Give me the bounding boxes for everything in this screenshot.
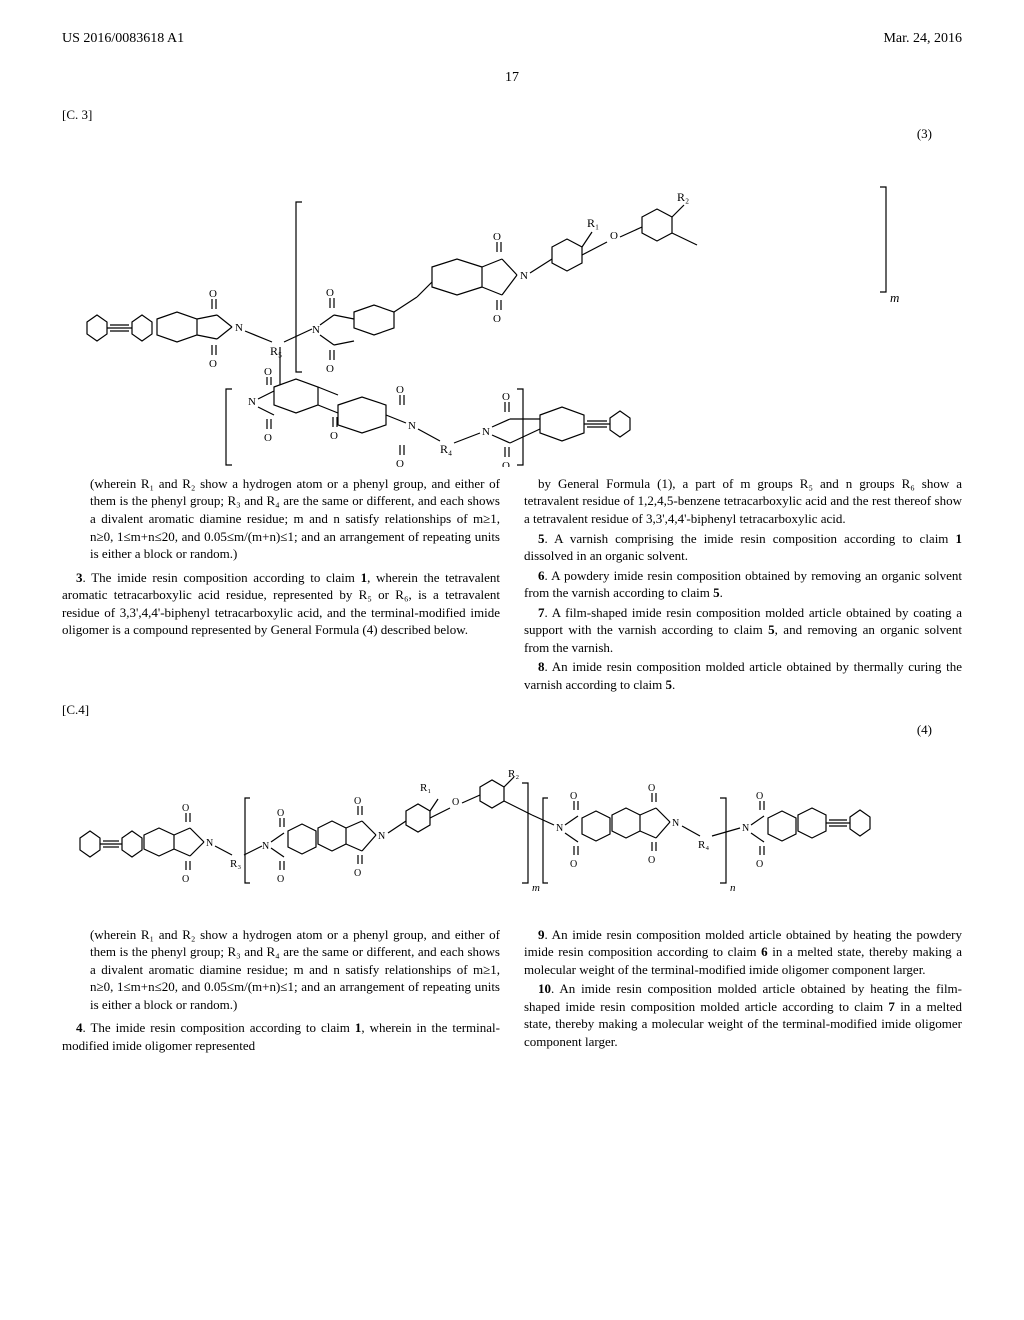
claim-10: 10. An imide resin composition molded ar… xyxy=(524,980,962,1050)
claim-7: 7. A film-shaped imide resin composition… xyxy=(524,604,962,657)
svg-text:N: N xyxy=(206,838,213,849)
svg-text:O: O xyxy=(209,288,217,300)
wherein-text-2: (wherein R₁ and R₂ show a hydrogen atom … xyxy=(62,926,500,1014)
formula-3-number: (3) xyxy=(62,125,962,143)
left-column-2: (wherein R₁ and R₂ show a hydrogen atom … xyxy=(62,926,500,1057)
page-number: 17 xyxy=(62,69,962,88)
svg-text:O: O xyxy=(648,783,655,794)
svg-text:N: N xyxy=(262,841,269,852)
svg-text:N: N xyxy=(235,322,243,334)
svg-text:O: O xyxy=(493,231,501,243)
formula-c4-label: [C.4] xyxy=(62,701,962,719)
left-column-1: (wherein R₁ and R₂ show a hydrogen atom … xyxy=(62,475,500,696)
svg-text:O: O xyxy=(648,855,655,866)
claim-3: 3. The imide resin composition according… xyxy=(62,569,500,639)
svg-text:m: m xyxy=(890,290,899,305)
svg-text:O: O xyxy=(452,797,459,808)
wherein-text-1: (wherein R₁ and R₂ show a hydrogen atom … xyxy=(62,475,500,563)
svg-text:m: m xyxy=(532,882,540,894)
svg-text:O: O xyxy=(610,230,618,242)
formula-4-number: (4) xyxy=(62,721,962,739)
svg-text:O: O xyxy=(756,859,763,870)
formula-4-section: [C.4] (4) O O N R₃ N xyxy=(62,701,962,917)
svg-text:R₄: R₄ xyxy=(440,442,452,456)
svg-text:O: O xyxy=(756,791,763,802)
formula-c3-label: [C. 3] xyxy=(62,106,962,124)
svg-text:N: N xyxy=(248,396,256,408)
svg-text:O: O xyxy=(570,859,577,870)
svg-text:N: N xyxy=(378,831,385,842)
svg-text:N: N xyxy=(408,420,416,432)
claim-8: 8. An imide resin composition molded art… xyxy=(524,658,962,693)
page-header: US 2016/0083618 A1 Mar. 24, 2016 xyxy=(62,30,962,49)
svg-text:N: N xyxy=(672,818,679,829)
svg-text:O: O xyxy=(326,287,334,299)
svg-text:n: n xyxy=(527,461,534,467)
chemical-structure-3: O O N R₅ N O O m xyxy=(62,147,962,467)
columns-block-2: (wherein R₁ and R₂ show a hydrogen atom … xyxy=(62,926,962,1057)
svg-text:N: N xyxy=(520,270,528,282)
svg-text:O: O xyxy=(502,391,510,403)
claim-4-cont: by General Formula (1), a part of m grou… xyxy=(524,475,962,528)
svg-text:O: O xyxy=(277,808,284,819)
svg-text:O: O xyxy=(209,358,217,370)
formula-3-section: [C. 3] (3) O O N R₅ N xyxy=(62,106,962,467)
claim-9: 9. An imide resin composition molded art… xyxy=(524,926,962,979)
svg-text:N: N xyxy=(556,823,563,834)
right-column-2: 9. An imide resin composition molded art… xyxy=(524,926,962,1057)
right-column-1: by General Formula (1), a part of m grou… xyxy=(524,475,962,696)
svg-text:O: O xyxy=(396,384,404,396)
svg-text:R₂: R₂ xyxy=(508,768,519,780)
svg-text:O: O xyxy=(502,460,510,467)
pub-date: Mar. 24, 2016 xyxy=(883,30,962,49)
svg-text:O: O xyxy=(493,313,501,325)
svg-text:O: O xyxy=(330,430,338,442)
svg-text:O: O xyxy=(354,868,361,879)
svg-text:O: O xyxy=(396,458,404,467)
svg-text:O: O xyxy=(354,796,361,807)
svg-text:R₁: R₁ xyxy=(587,216,599,230)
columns-block-1: (wherein R₁ and R₂ show a hydrogen atom … xyxy=(62,475,962,696)
svg-text:n: n xyxy=(730,882,736,894)
svg-text:O: O xyxy=(182,874,189,885)
svg-text:O: O xyxy=(570,791,577,802)
svg-text:O: O xyxy=(326,363,334,375)
pub-number: US 2016/0083618 A1 xyxy=(62,30,184,49)
svg-text:O: O xyxy=(264,366,272,378)
chemical-structure-4: O O N R₃ N O O O O xyxy=(62,743,962,918)
svg-text:N: N xyxy=(742,823,749,834)
svg-text:R₂: R₂ xyxy=(677,190,689,204)
claim-4: 4. The imide resin composition according… xyxy=(62,1019,500,1054)
svg-text:N: N xyxy=(312,324,320,336)
svg-text:R₃: R₃ xyxy=(230,858,241,870)
svg-text:O: O xyxy=(182,803,189,814)
svg-text:R₄: R₄ xyxy=(698,839,709,851)
svg-text:O: O xyxy=(277,874,284,885)
svg-text:R₁: R₁ xyxy=(420,782,431,794)
claim-5: 5. A varnish comprising the imide resin … xyxy=(524,530,962,565)
claim-6: 6. A powdery imide resin composition obt… xyxy=(524,567,962,602)
svg-text:O: O xyxy=(264,432,272,444)
svg-text:N: N xyxy=(482,426,490,438)
